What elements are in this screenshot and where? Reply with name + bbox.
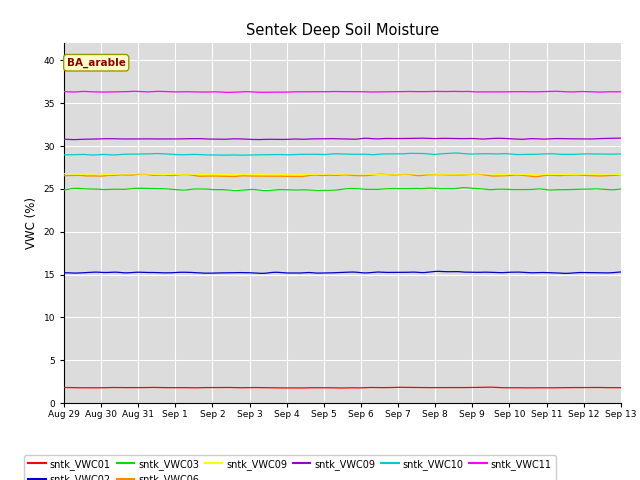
Y-axis label: VWC (%): VWC (%): [25, 197, 38, 249]
Title: Sentek Deep Soil Moisture: Sentek Deep Soil Moisture: [246, 23, 439, 38]
Legend: sntk_VWC01, sntk_VWC02, sntk_VWC03, sntk_VWC06, sntk_VWC09, sntk_VWC09, sntk_VWC: sntk_VWC01, sntk_VWC02, sntk_VWC03, sntk…: [24, 455, 556, 480]
Text: BA_arable: BA_arable: [67, 58, 125, 68]
